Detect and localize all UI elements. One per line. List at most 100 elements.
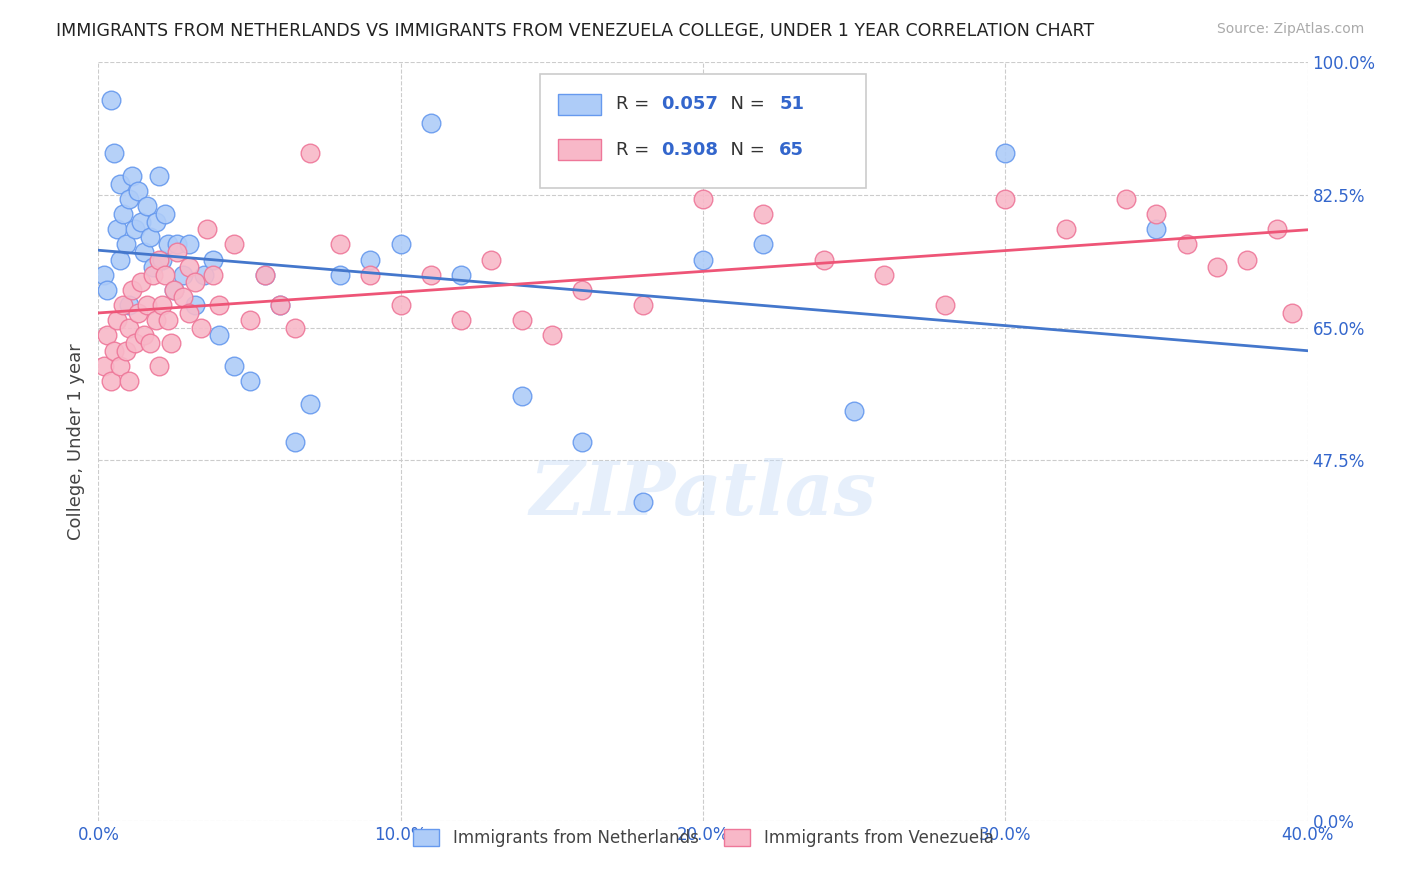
Point: [139, 229, 162, 244]
Point: [239, 374, 262, 388]
Point: [360, 252, 382, 267]
Point: [150, 252, 173, 267]
Point: [163, 283, 186, 297]
Text: R =: R =: [616, 95, 655, 113]
Point: [193, 268, 215, 282]
Point: [208, 298, 231, 312]
Point: [145, 214, 167, 228]
Point: [132, 328, 155, 343]
Point: [1175, 237, 1198, 252]
Point: [132, 244, 155, 259]
Point: [389, 298, 412, 312]
Point: [148, 359, 170, 373]
Point: [253, 268, 276, 282]
Text: 51: 51: [779, 95, 804, 113]
Point: [752, 237, 775, 252]
Text: Source: ZipAtlas.com: Source: ZipAtlas.com: [1216, 22, 1364, 37]
Point: [224, 237, 246, 252]
Point: [150, 298, 173, 312]
Point: [1144, 222, 1167, 236]
Point: [148, 169, 170, 184]
Point: [631, 495, 654, 509]
Point: [1267, 222, 1289, 236]
Point: [202, 252, 225, 267]
Point: [184, 298, 207, 312]
Point: [93, 268, 115, 282]
Point: [166, 237, 188, 252]
Point: [103, 146, 125, 161]
Point: [510, 389, 533, 403]
Point: [481, 252, 503, 267]
Point: [163, 283, 186, 297]
Point: [450, 268, 472, 282]
Point: [844, 404, 866, 418]
Point: [118, 320, 141, 334]
Point: [148, 252, 170, 267]
Point: [1144, 207, 1167, 221]
Text: IMMIGRANTS FROM NETHERLANDS VS IMMIGRANTS FROM VENEZUELA COLLEGE, UNDER 1 YEAR C: IMMIGRANTS FROM NETHERLANDS VS IMMIGRANT…: [56, 22, 1094, 40]
Point: [179, 305, 201, 319]
Point: [329, 237, 352, 252]
Point: [873, 268, 896, 282]
Point: [299, 396, 322, 410]
Point: [108, 359, 131, 373]
Point: [1054, 222, 1077, 236]
Point: [571, 283, 593, 297]
Point: [142, 260, 165, 275]
Point: [114, 237, 136, 252]
Point: [139, 335, 162, 350]
Text: R =: R =: [616, 141, 655, 159]
Point: [121, 169, 143, 184]
Point: [208, 328, 231, 343]
Point: [166, 244, 188, 259]
Point: [156, 237, 179, 252]
Point: [1281, 305, 1303, 319]
Point: [510, 313, 533, 327]
Point: [389, 237, 412, 252]
Point: [269, 298, 291, 312]
Legend: Immigrants from Netherlands, Immigrants from Venezuela: Immigrants from Netherlands, Immigrants …: [406, 822, 1000, 854]
Y-axis label: College, Under 1 year: College, Under 1 year: [66, 343, 84, 540]
Point: [100, 94, 122, 108]
Point: [420, 268, 443, 282]
Text: N =: N =: [718, 95, 770, 113]
Point: [153, 207, 176, 221]
Point: [1236, 252, 1258, 267]
Point: [934, 298, 956, 312]
Point: [692, 192, 714, 206]
Point: [450, 313, 472, 327]
Point: [253, 268, 276, 282]
Point: [360, 268, 382, 282]
Point: [105, 222, 128, 236]
Point: [111, 298, 134, 312]
Point: [118, 298, 141, 312]
Point: [96, 283, 118, 297]
Point: [571, 434, 593, 449]
Point: [114, 343, 136, 358]
Point: [127, 184, 149, 198]
Point: [269, 298, 291, 312]
Text: 0.308: 0.308: [661, 141, 717, 159]
Point: [184, 275, 207, 289]
Point: [96, 328, 118, 343]
Point: [108, 252, 131, 267]
Point: [124, 335, 146, 350]
Point: [93, 359, 115, 373]
Point: [631, 298, 654, 312]
Point: [124, 222, 146, 236]
Point: [284, 434, 307, 449]
Point: [813, 252, 835, 267]
Point: [153, 268, 176, 282]
Point: [105, 313, 128, 327]
Bar: [558, 139, 602, 161]
Text: N =: N =: [718, 141, 770, 159]
Point: [1115, 192, 1137, 206]
Point: [111, 207, 134, 221]
Point: [135, 199, 157, 213]
Point: [145, 313, 167, 327]
Point: [160, 335, 183, 350]
Point: [239, 313, 262, 327]
Point: [1206, 260, 1229, 275]
Point: [172, 268, 194, 282]
Point: [179, 237, 201, 252]
